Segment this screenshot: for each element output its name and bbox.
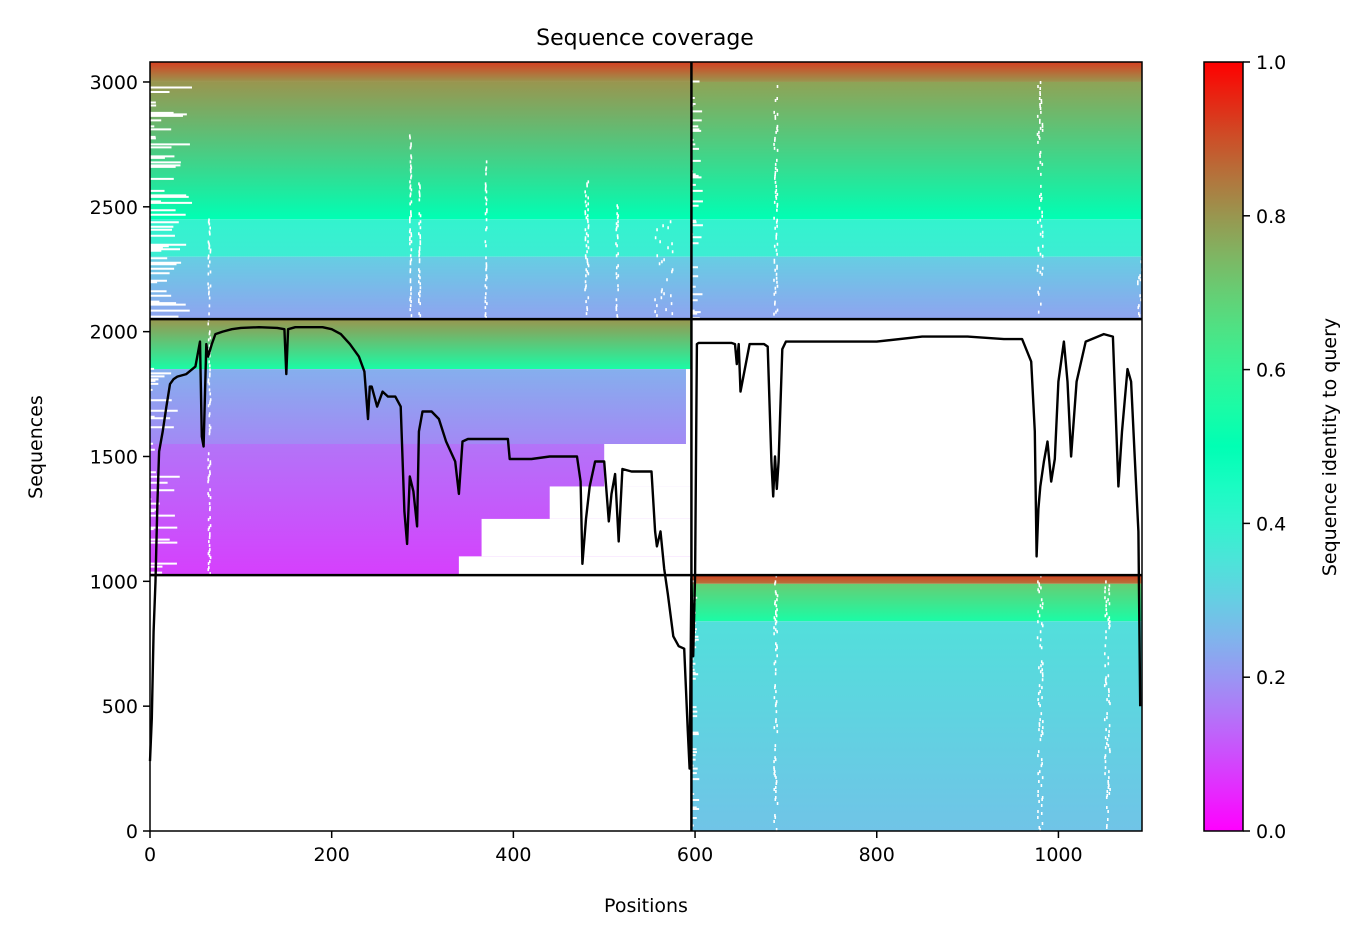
- gap-stripe: [773, 84, 779, 831]
- x-tick-label: 1000: [1034, 844, 1082, 866]
- colorbar-tick-label: 0.6: [1256, 360, 1286, 382]
- heatmap-band: [691, 575, 1142, 584]
- coverage-line: [148, 326, 1142, 770]
- chart-title: Sequence coverage: [536, 26, 754, 51]
- gap-stripe: [484, 160, 488, 320]
- gap-stripe: [584, 180, 590, 316]
- heatmap-band: [691, 219, 1142, 257]
- heatmap-band: [691, 621, 1142, 831]
- alignment-gap-marks: [150, 367, 180, 574]
- colorbar-tick-label: 0.4: [1256, 513, 1286, 535]
- colorbar-ticks: 0.0 0.2 0.4 0.6 0.8 1.0: [1243, 52, 1286, 843]
- colorbar-tick-label: 0.0: [1256, 821, 1286, 843]
- colorbar-tick-label: 0.2: [1256, 667, 1286, 689]
- colorbar-label: Sequence identity to query: [1319, 318, 1341, 576]
- gap-stripe: [1103, 580, 1111, 830]
- heatmap-band: [150, 62, 692, 82]
- y-tick-label: 2000: [90, 322, 138, 344]
- uncovered-region: [604, 444, 692, 487]
- heatmap-band: [691, 256, 1142, 320]
- colorbar-tick-label: 1.0: [1256, 52, 1286, 74]
- x-axis-label: Positions: [604, 895, 688, 917]
- x-tick-label: 800: [859, 844, 895, 866]
- y-tick-label: 3000: [90, 72, 138, 94]
- uncovered-region: [685, 369, 692, 445]
- colorbar-tick-label: 0.8: [1256, 206, 1286, 228]
- alignment-gap-marks: [150, 86, 193, 318]
- y-tick-label: 1000: [90, 571, 138, 593]
- gap-stripe: [615, 204, 620, 320]
- y-tick-label: 0: [126, 821, 138, 843]
- colorbar: [1203, 61, 1244, 832]
- x-axis: 0 200 400 600 800 1000: [144, 831, 1083, 866]
- y-tick-label: 2500: [90, 197, 138, 219]
- y-tick-label: 500: [102, 696, 138, 718]
- gap-stripe: [1036, 80, 1044, 831]
- heatmap-band: [691, 81, 1142, 220]
- y-tick-label: 1500: [90, 446, 138, 468]
- heatmap-band: [150, 81, 692, 220]
- x-tick-label: 0: [144, 844, 156, 866]
- gap-stripe: [418, 182, 422, 318]
- heatmap-band: [691, 62, 1142, 82]
- x-tick-label: 600: [677, 844, 713, 866]
- gap-stripe: [408, 134, 413, 318]
- heatmap-band: [150, 369, 692, 445]
- heatmap-band: [691, 583, 1142, 622]
- x-tick-label: 400: [495, 844, 531, 866]
- y-axis: 0 500 1000 1500 2000 2500 3000: [90, 72, 150, 843]
- uncovered-region: [458, 556, 692, 576]
- x-tick-label: 200: [314, 844, 350, 866]
- y-axis-label: Sequences: [25, 395, 47, 499]
- gap-stripe: [207, 218, 212, 576]
- plot-frame: [149, 61, 1143, 832]
- heatmap-band: [150, 319, 692, 370]
